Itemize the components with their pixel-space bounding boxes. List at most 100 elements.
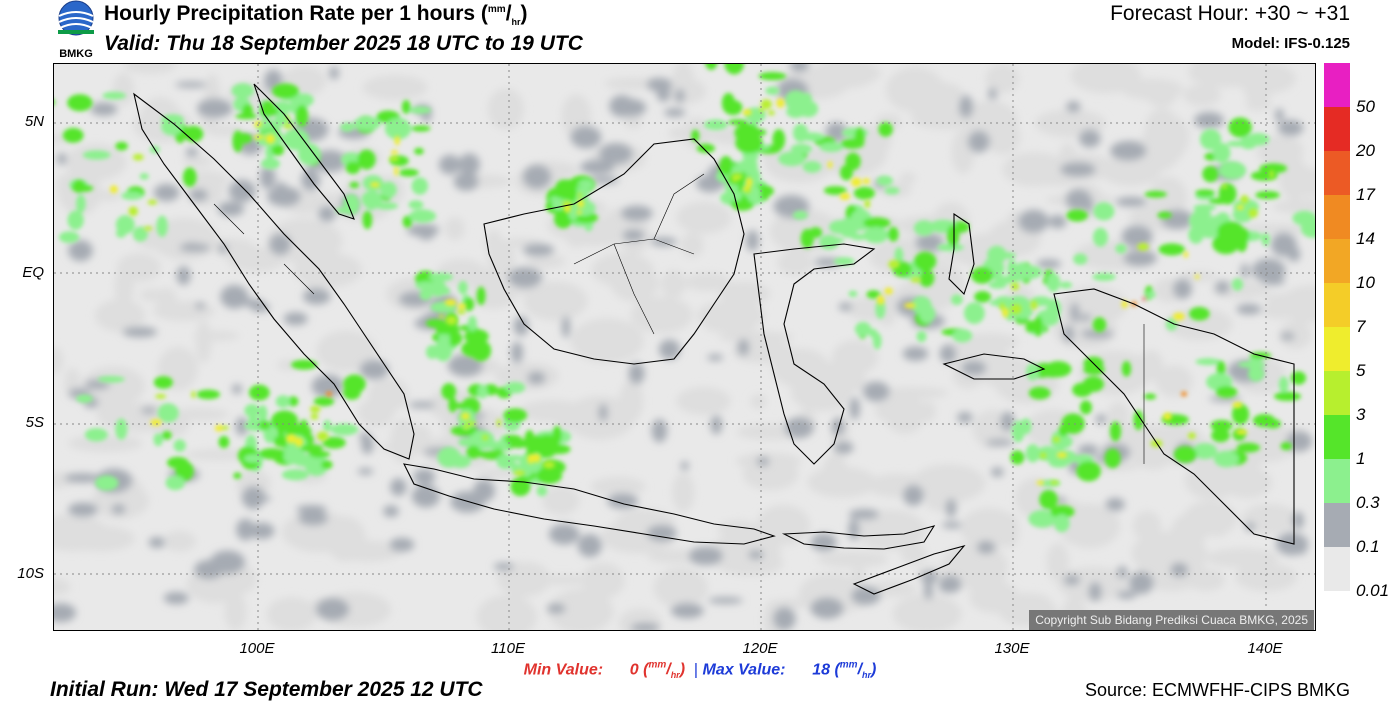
moderate-rain-cell	[1025, 444, 1040, 463]
rain-cell	[240, 495, 272, 502]
heavy-rain-cell	[767, 110, 775, 116]
legend-swatch	[1324, 151, 1350, 195]
rain-cell	[1270, 232, 1297, 257]
moderate-rain-cell	[233, 472, 242, 479]
moderate-rain-cell	[1036, 446, 1060, 462]
moderate-rain-cell	[1213, 450, 1239, 468]
rain-cell	[1173, 278, 1192, 299]
rain-cell	[513, 316, 529, 336]
rain-cell	[649, 237, 678, 247]
legend-label: 1	[1356, 449, 1366, 468]
heavy-rain-cell	[1052, 436, 1061, 443]
rain-cell	[848, 518, 860, 541]
moderate-rain-cell	[937, 243, 964, 252]
moderate-rain-cell	[313, 396, 335, 407]
moderate-rain-cell	[71, 184, 94, 192]
moderate-rain-cell	[878, 122, 893, 137]
model-name: Model: IFS-0.125	[1231, 35, 1350, 52]
legend-swatch	[1324, 283, 1350, 327]
moderate-rain-cell	[1248, 365, 1265, 382]
forecast-hour: Forecast Hour: +30 ~ +31	[1110, 2, 1350, 25]
legend-swatch	[1324, 459, 1350, 503]
heavy-rain-cell	[214, 424, 223, 432]
moderate-rain-cell	[1231, 278, 1244, 291]
moderate-rain-cell	[952, 329, 973, 343]
light-rain-cell	[676, 386, 731, 416]
very-heavy-rain-cell	[326, 391, 332, 397]
moderate-rain-cell	[76, 194, 86, 213]
moderate-rain-cell	[1218, 161, 1247, 180]
rain-cell	[1117, 566, 1128, 579]
precipitation-map[interactable]	[53, 63, 1316, 631]
rain-cell	[228, 179, 256, 203]
rain-cell	[269, 233, 291, 255]
moderate-rain-cell	[1014, 265, 1043, 280]
moderate-rain-cell	[76, 394, 93, 403]
moderate-rain-cell	[291, 359, 318, 370]
heavy-rain-cell	[1010, 282, 1020, 291]
rain-cell	[174, 81, 208, 88]
rain-cell	[523, 164, 551, 189]
rain-cell	[985, 439, 1015, 446]
moderate-rain-cell	[971, 266, 994, 284]
moderate-rain-cell	[1061, 413, 1085, 434]
moderate-rain-cell	[916, 330, 927, 343]
rain-cell	[267, 186, 301, 207]
rain-cell	[990, 467, 1004, 477]
light-rain-cell	[54, 578, 71, 596]
rain-cell	[598, 403, 608, 422]
heavy-rain-cell	[999, 302, 1005, 311]
title-unit-bottom: hr	[511, 17, 521, 28]
moderate-rain-cell	[322, 436, 346, 449]
legend-label: 20	[1356, 141, 1375, 160]
rain-cell	[122, 326, 158, 338]
moderate-rain-cell	[1109, 421, 1122, 442]
moderate-rain-cell	[173, 439, 186, 452]
light-rain-cell	[184, 449, 254, 461]
moderate-rain-cell	[854, 127, 865, 148]
rain-cell	[1077, 444, 1099, 457]
moderate-rain-cell	[157, 403, 179, 423]
moderate-rain-cell	[295, 93, 314, 107]
title-unit-top: mm	[487, 4, 506, 15]
moderate-rain-cell	[551, 197, 566, 211]
light-rain-cell	[1183, 83, 1221, 107]
moderate-rain-cell	[308, 450, 331, 458]
rain-cell	[621, 205, 653, 221]
rain-cell	[283, 312, 308, 326]
lon-label-110e: 110E	[491, 640, 525, 657]
heavy-rain-cell	[496, 418, 501, 427]
moderate-rain-cell	[481, 441, 505, 449]
moderate-rain-cell	[1228, 117, 1252, 138]
moderate-rain-cell	[704, 119, 728, 131]
rain-cell	[848, 509, 879, 520]
rain-cell	[311, 374, 345, 398]
min-value-label: Min Value:	[523, 661, 604, 679]
moderate-rain-cell	[153, 376, 173, 389]
moderate-rain-cell	[1202, 165, 1219, 183]
moderate-rain-cell	[165, 475, 185, 491]
moderate-rain-cell	[946, 224, 960, 247]
moderate-rain-cell	[1217, 221, 1245, 243]
moderate-rain-cell	[1046, 272, 1060, 293]
heavy-rain-cell	[147, 199, 158, 205]
rain-cell	[508, 267, 543, 288]
rain-cell	[748, 550, 764, 559]
heavy-rain-cell	[746, 177, 753, 187]
rain-cell	[784, 417, 814, 438]
rain-cell	[1275, 108, 1284, 122]
moderate-rain-cell	[1199, 128, 1222, 150]
moderate-rain-cell	[458, 437, 476, 447]
light-rain-cell	[831, 64, 882, 84]
light-rain-cell	[66, 525, 135, 552]
moderate-rain-cell	[1157, 211, 1172, 219]
moderate-rain-cell	[853, 186, 875, 200]
moderate-rain-cell	[449, 402, 476, 409]
flores-coast	[781, 525, 936, 550]
moderate-rain-cell	[1188, 212, 1207, 230]
heavy-rain-cell	[294, 437, 304, 447]
heavy-rain-cell	[876, 295, 885, 305]
rain-cell	[458, 153, 480, 176]
moderate-rain-cell	[792, 210, 808, 220]
moderate-rain-cell	[1121, 360, 1132, 377]
